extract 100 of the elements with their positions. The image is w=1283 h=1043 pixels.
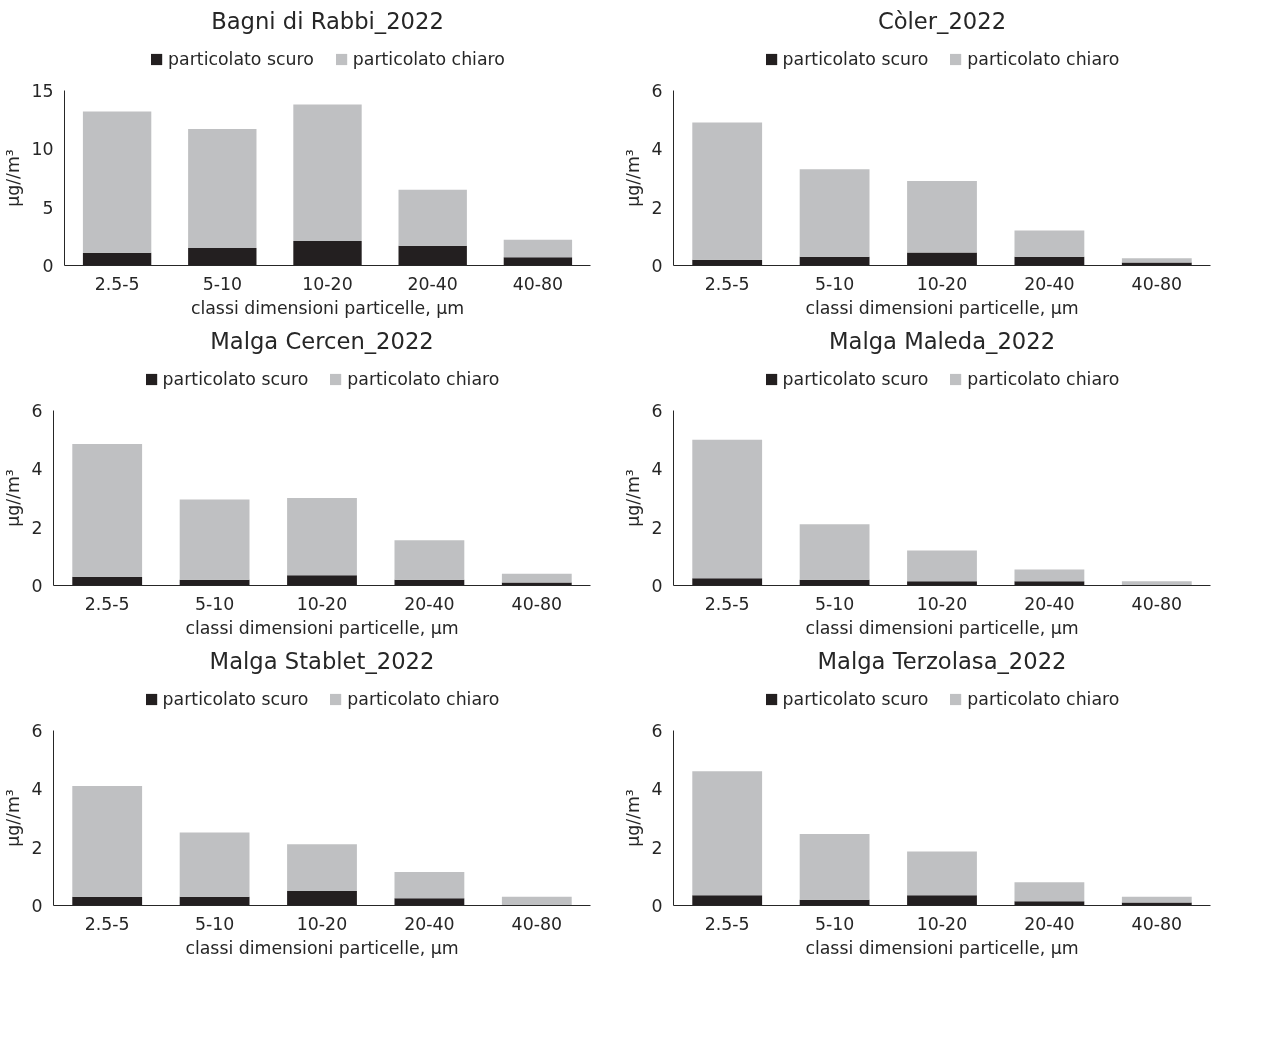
y-axis-title: μg//m³: [623, 789, 644, 847]
x-tick-label: 2.5-5: [704, 273, 750, 294]
y-tick-label: 0: [651, 256, 663, 276]
bar: [501, 573, 572, 583]
x-tick-label: 10-20: [916, 273, 968, 294]
legend-label: particolato scuro: [168, 49, 314, 69]
legend-label: particolato scuro: [162, 689, 309, 709]
bar: [179, 832, 250, 897]
x-tick-label: 20-40: [1024, 593, 1075, 614]
chart-title: Còler_2022: [877, 7, 1007, 34]
x-tick-label: 2.5-5: [94, 273, 140, 294]
x-tick-label: 5-10: [202, 273, 242, 294]
bar: [1014, 882, 1085, 902]
y-tick-label: 4: [651, 779, 663, 800]
x-tick-label: 20-40: [404, 593, 455, 614]
x-axis-title: classi dimensioni particelle, μm: [190, 297, 465, 318]
y-tick-label: 0: [651, 896, 663, 916]
chart-title: Malga Cercen_2022: [210, 327, 434, 354]
x-tick-label: 5-10: [194, 913, 235, 934]
bar: [501, 896, 572, 905]
bar: [287, 498, 357, 576]
x-tick-label: 10-20: [916, 913, 968, 934]
x-axis-title: classi dimensioni particelle, μm: [805, 617, 1079, 638]
bar: [692, 122, 763, 260]
bar: [799, 834, 870, 900]
x-tick-label: 10-20: [296, 913, 348, 934]
bar: [179, 499, 250, 580]
y-tick-label: 6: [31, 401, 43, 421]
bar: [394, 540, 465, 580]
y-tick-label: 0: [31, 576, 43, 596]
bar: [799, 524, 870, 580]
bar: [72, 785, 143, 897]
chart-title: Malga Terzolasa_2022: [817, 647, 1067, 674]
x-axis-title: classi dimensioni particelle, μm: [185, 937, 459, 958]
y-tick-label: 2: [31, 517, 43, 538]
x-tick-label: 2.5-5: [84, 593, 130, 614]
legend-label: particolato chiaro: [352, 49, 505, 69]
y-axis-title: μg//m³: [623, 469, 644, 527]
x-tick-label: 20-40: [407, 273, 458, 294]
bar: [907, 180, 977, 253]
y-axis-title: μg//m³: [3, 149, 24, 207]
x-tick-label: 2.5-5: [84, 913, 130, 934]
x-tick-label: 40-80: [1131, 593, 1182, 614]
legend-label: particolato chiaro: [967, 689, 1120, 709]
bar: [907, 851, 977, 896]
legend-label: particolato chiaro: [967, 49, 1120, 69]
bar: [907, 550, 977, 582]
x-tick-label: 10-20: [302, 273, 353, 294]
x-tick-label: 40-80: [511, 593, 562, 614]
bar: [72, 444, 143, 577]
legend-label: particolato chiaro: [347, 369, 500, 389]
y-tick-label: 0: [31, 896, 43, 916]
x-tick-label: 40-80: [1131, 913, 1182, 934]
y-tick-label: 15: [31, 81, 54, 101]
chart-title: Malga Stablet_2022: [209, 647, 435, 674]
bar: [503, 239, 573, 258]
chart-title: Malga Maleda_2022: [828, 327, 1056, 354]
y-tick-label: 2: [651, 197, 663, 218]
y-tick-label: 0: [42, 256, 54, 276]
bar: [1121, 258, 1192, 263]
x-tick-label: 40-80: [512, 273, 564, 294]
bar: [82, 111, 152, 253]
x-tick-label: 5-10: [814, 593, 855, 614]
bar: [1014, 569, 1085, 582]
y-axis-title: μg//m³: [3, 469, 24, 527]
y-tick-label: 2: [651, 517, 663, 538]
x-axis-title: classi dimensioni particelle, μm: [185, 617, 459, 638]
bar: [692, 771, 763, 896]
x-tick-label: 5-10: [814, 913, 855, 934]
bar: [394, 871, 465, 899]
x-axis-title: classi dimensioni particelle, μm: [805, 297, 1079, 318]
bar: [1014, 230, 1085, 257]
y-tick-label: 4: [31, 459, 43, 480]
legend-label: particolato scuro: [782, 49, 929, 69]
x-tick-label: 20-40: [1024, 273, 1075, 294]
legend-label: particolato scuro: [162, 369, 309, 389]
x-tick-label: 40-80: [1131, 273, 1182, 294]
y-axis-title: μg//m³: [3, 789, 24, 847]
y-tick-label: 6: [651, 721, 663, 741]
bar: [293, 104, 362, 241]
x-tick-label: 10-20: [296, 593, 348, 614]
x-tick-label: 5-10: [814, 273, 855, 294]
x-tick-label: 10-20: [916, 593, 968, 614]
y-tick-label: 4: [31, 779, 43, 800]
x-tick-label: 20-40: [404, 913, 455, 934]
legend-label: particolato scuro: [782, 689, 929, 709]
y-tick-label: 6: [31, 721, 43, 741]
y-tick-label: 2: [31, 837, 43, 858]
bar: [799, 169, 870, 257]
y-tick-label: 2: [651, 837, 663, 858]
y-tick-label: 6: [651, 81, 663, 101]
y-tick-label: 4: [651, 459, 663, 480]
legend-label: particolato chiaro: [967, 369, 1120, 389]
bar: [188, 129, 257, 248]
y-tick-label: 5: [42, 197, 54, 218]
legend-label: particolato chiaro: [347, 689, 500, 709]
bar: [1121, 896, 1192, 903]
x-tick-label: 20-40: [1024, 913, 1075, 934]
x-tick-label: 2.5-5: [704, 913, 750, 934]
bar: [692, 439, 763, 579]
